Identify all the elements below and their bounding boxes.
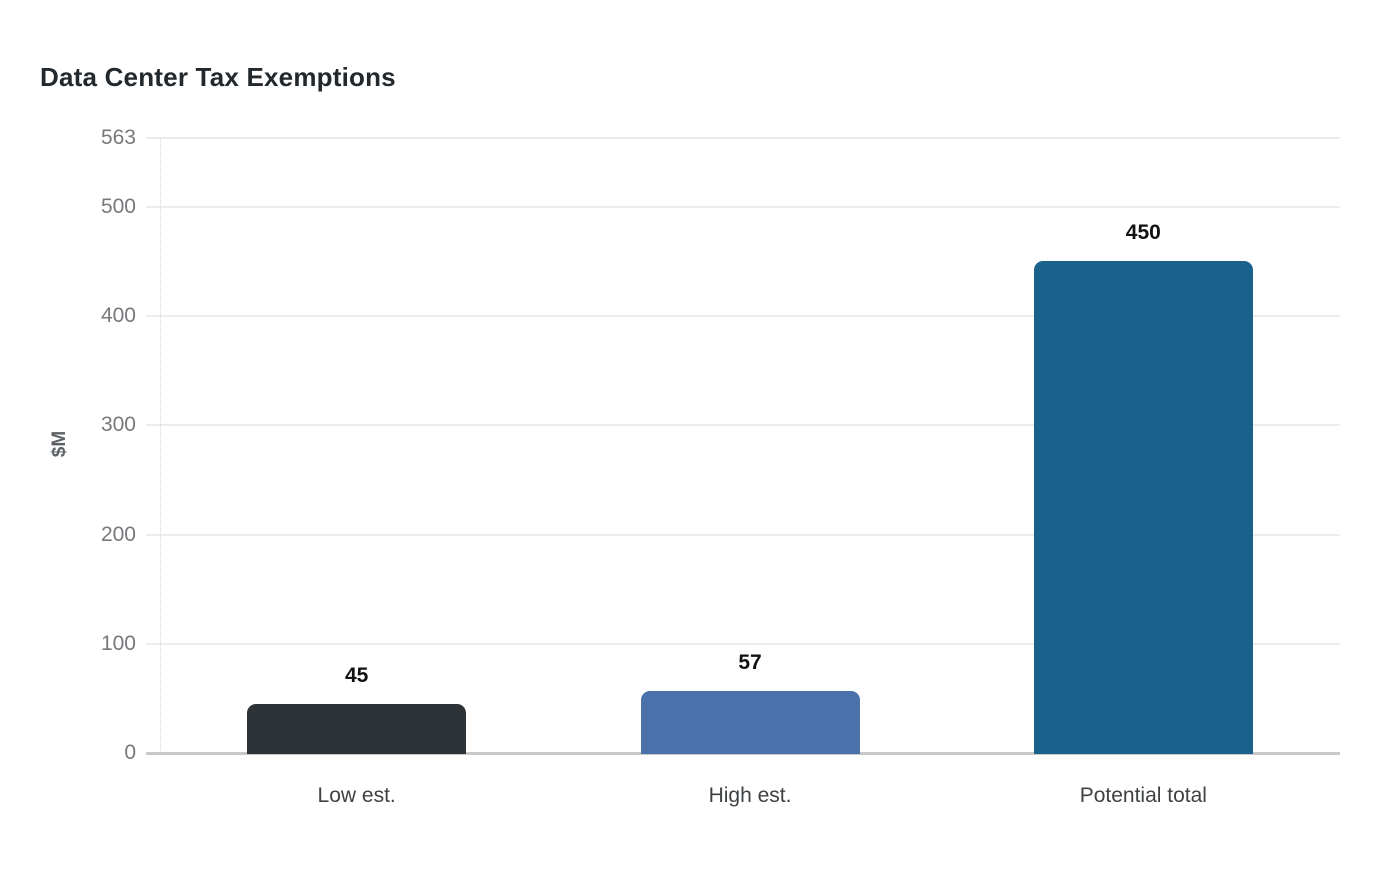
- y-axis-tick-label: 400: [100, 304, 136, 328]
- y-axis-tick-label: 100: [100, 631, 136, 655]
- y-axis-tick-label: 500: [100, 194, 136, 218]
- bar-value-label: 57: [738, 650, 762, 674]
- gridline-100: [146, 642, 1340, 645]
- gridline-300: [146, 424, 1340, 427]
- x-axis-tick-label: Low est.: [317, 784, 396, 807]
- bar-value-label: 450: [1125, 221, 1161, 245]
- gridline-500: [146, 205, 1340, 208]
- bar-potential-total: [1033, 261, 1253, 754]
- y-axis-tick-label: 300: [100, 413, 136, 437]
- bar-value-label: 45: [344, 663, 369, 687]
- y-axis-tick-label: 563: [100, 126, 136, 149]
- gridline-200: [146, 533, 1340, 536]
- x-axis-tick-label: Potential total: [1079, 784, 1207, 807]
- x-axis-tick-label: High est.: [708, 784, 792, 807]
- y-axis-tick-label: 200: [100, 522, 136, 546]
- bar-high-est: [640, 690, 860, 754]
- chart-title: Data Center Tax Exemptions: [40, 62, 396, 92]
- y-axis-tick-label: 0: [124, 741, 136, 764]
- bar-low-est: [247, 703, 467, 754]
- y-axis-line: [160, 138, 161, 753]
- gridline-563: [146, 137, 1340, 139]
- gridline-400: [146, 315, 1340, 318]
